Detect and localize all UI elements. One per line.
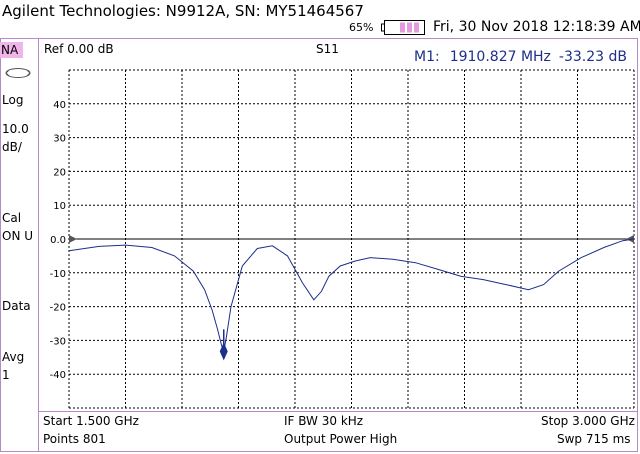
marker-readout: M1: 1910.827 MHz -33.23 dB [414,48,627,66]
y-tick-label: 20 [53,167,66,178]
mode-badge[interactable]: NA [0,42,23,58]
y-tick-label: 10 [53,201,66,212]
data-label: Data [2,299,31,313]
stop-frequency[interactable]: Stop 3.000 GHz [541,414,635,428]
cal-status: ON U [2,229,34,243]
sweep-time[interactable]: Swp 715 ms [557,432,631,446]
y-tick-label: -10 [50,269,66,280]
y-tick-label: -20 [50,303,66,314]
footer-divider [39,411,638,412]
y-tick-label: 30 [53,134,66,145]
points-count[interactable]: Points 801 [43,432,106,446]
y-tick-label: 40 [53,100,66,111]
screen-frame [0,38,638,452]
marker-layer [219,329,228,361]
title-bar: Agilent Technologies: N9912A, SN: MY5146… [0,0,640,38]
plot-grid [68,69,635,409]
marker-name: M1: [414,49,440,65]
marker-frequency: 1910.827 MHz [449,49,551,65]
date-time: Fri, 30 Nov 2018 12:18:39 AM [433,19,640,35]
y-tick-label: 0.0 [50,235,66,246]
battery-icon [381,20,425,35]
y-tick-labels: 40 30 20 10 0.0 -10 -20 -30 -40 [50,100,66,381]
reference-right-arrow-icon [626,235,634,243]
marker-diamond-icon [219,342,228,361]
if-bandwidth[interactable]: IF BW 30 kHz [284,414,364,428]
start-frequency[interactable]: Start 1.500 GHz [43,414,139,428]
continuous-sweep-icon [5,68,31,78]
measurement-label: S11 [316,42,339,56]
s11-trace [68,238,635,354]
marker-value: -33.23 dB [558,49,627,65]
left-status-panel [0,39,39,452]
battery-percent: 65% [349,21,374,34]
output-power[interactable]: Output Power High [284,432,398,446]
reference-level: Ref 0.00 dB [44,42,114,56]
y-tick-label: -30 [50,336,66,347]
scale-value: 10.0 [2,122,29,136]
y-tick-label: -40 [50,370,66,381]
cal-label: Cal [2,211,22,225]
trace-plot[interactable]: 40 30 20 10 0.0 -10 -20 -30 -40 [40,68,638,410]
reference-left-arrow-icon [69,235,77,243]
instrument-title: Agilent Technologies: N9912A, SN: MY5146… [2,2,364,20]
format-label: Log [2,93,24,107]
avg-label: Avg [2,350,25,364]
avg-value: 1 [2,368,10,382]
scale-unit: dB/ [2,140,22,154]
s11-trace-line [68,238,635,354]
